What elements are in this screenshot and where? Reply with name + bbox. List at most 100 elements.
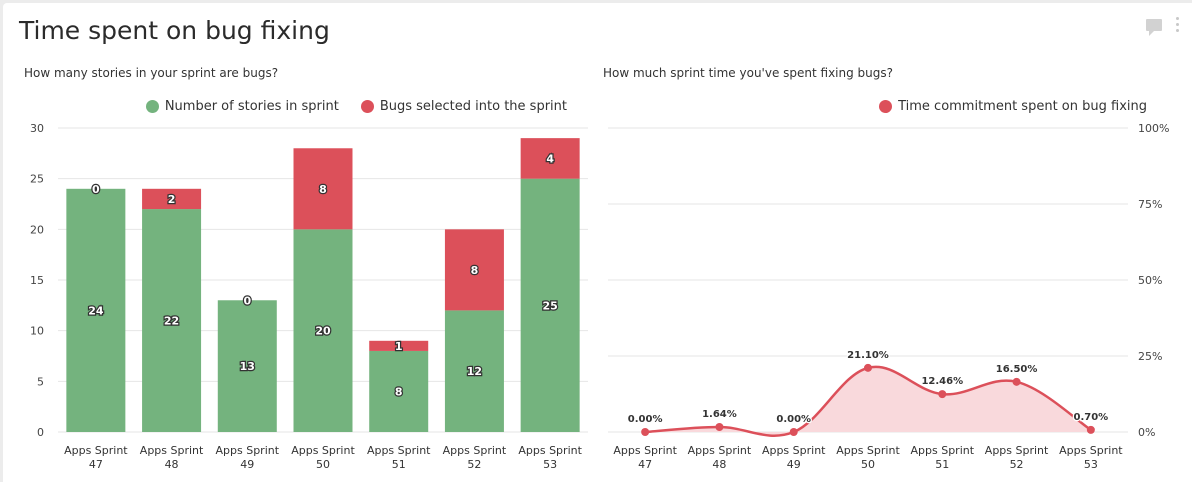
x-tick-label: Apps Sprint <box>985 444 1049 457</box>
legend-item-time[interactable]: Time commitment spent on bug fixing <box>879 99 1147 114</box>
y-tick-label: 5 <box>37 375 44 388</box>
data-point <box>1086 425 1095 434</box>
data-label-stories: 8 <box>395 385 403 398</box>
left-chart-legend: Number of stories in sprint Bugs selecte… <box>132 99 567 114</box>
legend-label-stories: Number of stories in sprint <box>164 99 339 114</box>
legend-item-bugs[interactable]: Bugs selected into the sprint <box>360 99 567 114</box>
x-tick-label: Apps Sprint <box>911 444 975 457</box>
bar-bugs <box>142 188 202 210</box>
data-label-bugs: 1 <box>395 340 403 353</box>
bar-stories <box>369 350 429 432</box>
x-tick-label: Apps Sprint <box>443 444 507 457</box>
data-label-stories: 24 <box>88 304 104 317</box>
data-label: 21.10% <box>847 350 889 361</box>
x-tick-label: 48 <box>165 458 179 471</box>
data-label-bugs: 4 <box>546 152 554 165</box>
x-tick-label: 50 <box>316 458 330 471</box>
data-label-stories: 13 <box>240 360 255 373</box>
area-chart: 0%25%50%75%100%0.00%Apps Sprint471.64%Ap… <box>608 122 1169 471</box>
x-tick-label: Apps Sprint <box>762 444 826 457</box>
data-label-stories: 22 <box>164 315 179 328</box>
x-tick-label: Apps Sprint <box>291 444 355 457</box>
x-tick-label: 47 <box>638 458 652 471</box>
data-point <box>938 390 947 399</box>
x-tick-label: Apps Sprint <box>613 444 677 457</box>
bar-stories <box>520 178 580 432</box>
y-tick-label: 10 <box>30 325 44 338</box>
bar-bugs <box>444 229 504 311</box>
x-tick-label: 51 <box>935 458 949 471</box>
data-label-bugs: 2 <box>168 193 176 206</box>
data-point <box>864 363 872 372</box>
x-tick-label: Apps Sprint <box>140 444 204 457</box>
bar-stories <box>444 310 504 432</box>
x-tick-label: Apps Sprint <box>64 444 128 457</box>
y-tick-label: 25% <box>1138 350 1162 363</box>
bar-stories <box>142 209 202 432</box>
right-chart-title: How much sprint time you've spent fixing… <box>603 66 894 80</box>
y-tick-label: 30 <box>30 122 44 135</box>
bar-bugs <box>293 148 353 230</box>
x-tick-label: Apps Sprint <box>1059 444 1123 457</box>
x-tick-label: Apps Sprint <box>836 444 900 457</box>
x-tick-label: 49 <box>240 458 254 471</box>
area-fill <box>645 366 1091 436</box>
data-label: 12.46% <box>921 376 963 387</box>
legend-dot-red-2 <box>879 100 893 113</box>
data-label: 0.00% <box>776 414 811 425</box>
legend-dot-green <box>145 100 159 113</box>
data-point <box>789 428 798 436</box>
legend-item-stories[interactable]: Number of stories in sprint <box>145 99 339 114</box>
data-label-bugs: 0 <box>243 294 251 307</box>
x-tick-label: 48 <box>712 458 726 471</box>
data-label: 0.70% <box>1074 412 1109 423</box>
x-tick-label: 50 <box>861 458 875 471</box>
legend-label-bugs: Bugs selected into the sprint <box>379 99 567 114</box>
y-tick-label: 25 <box>30 173 44 186</box>
y-tick-label: 100% <box>1138 122 1169 135</box>
comment-icon[interactable] <box>1146 18 1162 36</box>
y-tick-label: 0% <box>1138 426 1155 439</box>
y-tick-label: 75% <box>1138 198 1162 211</box>
x-tick-label: Apps Sprint <box>367 444 431 457</box>
x-tick-label: Apps Sprint <box>688 444 752 457</box>
card-title: Time spent on bug fixing <box>19 16 330 45</box>
data-label-bugs: 0 <box>92 183 100 196</box>
bar-bugs <box>520 138 580 179</box>
x-tick-label: 47 <box>89 458 103 471</box>
y-tick-label: 20 <box>30 223 44 236</box>
x-tick-label: 52 <box>1010 458 1024 471</box>
dashboard-card: Time spent on bug fixing How many storie… <box>3 3 1192 482</box>
bar-stories <box>293 229 353 432</box>
x-tick-label: 53 <box>1084 458 1098 471</box>
data-label-bugs: 8 <box>471 264 479 277</box>
x-tick-label: Apps Sprint <box>518 444 582 457</box>
bar-stories <box>217 300 277 432</box>
y-tick-label: 0 <box>37 426 44 439</box>
data-point <box>715 423 724 432</box>
data-label: 16.50% <box>996 364 1038 375</box>
x-tick-label: 53 <box>543 458 557 471</box>
x-tick-label: 51 <box>392 458 406 471</box>
data-point <box>1012 377 1021 386</box>
bar-bugs <box>369 340 429 351</box>
x-tick-label: 49 <box>787 458 801 471</box>
data-label: 0.00% <box>628 414 663 425</box>
y-tick-label: 15 <box>30 274 44 287</box>
data-label: 1.64% <box>702 409 737 420</box>
left-chart-title: How many stories in your sprint are bugs… <box>24 66 279 80</box>
x-tick-label: Apps Sprint <box>216 444 280 457</box>
data-label-stories: 12 <box>467 365 482 378</box>
data-label-bugs: 8 <box>319 183 327 196</box>
bar-stories <box>66 188 126 432</box>
x-tick-label: 52 <box>467 458 481 471</box>
legend-label-time: Time commitment spent on bug fixing <box>898 99 1147 114</box>
legend-dot-red <box>360 100 374 113</box>
card-actions <box>1146 17 1180 36</box>
right-chart-legend: Time commitment spent on bug fixing <box>865 99 1147 114</box>
y-tick-label: 50% <box>1138 274 1162 287</box>
data-point <box>641 428 650 436</box>
data-label-stories: 25 <box>542 299 557 312</box>
more-vertical-icon[interactable] <box>1176 17 1180 32</box>
